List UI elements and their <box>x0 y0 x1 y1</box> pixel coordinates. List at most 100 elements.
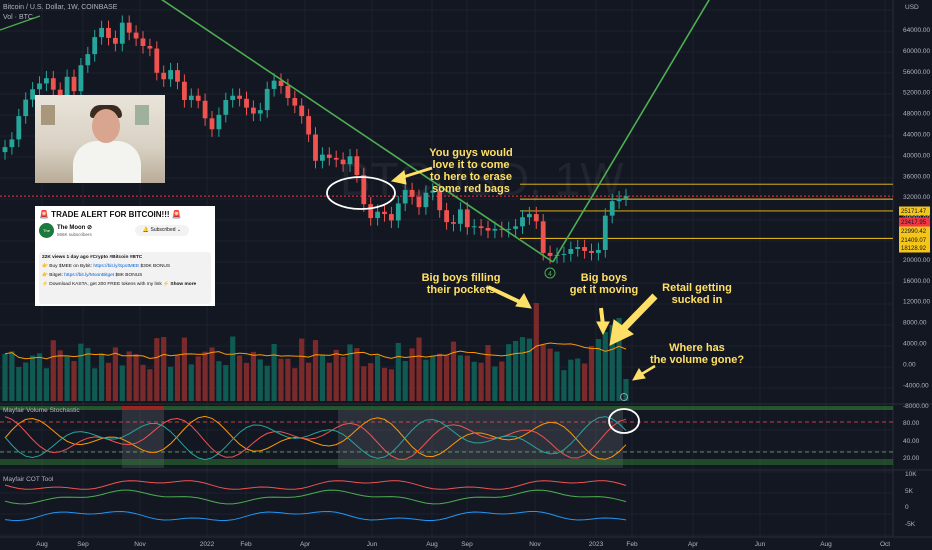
video-meta: 22K views 1 day ago #Crypto #Bitcoin #BT… <box>42 255 143 260</box>
annotation-big-boys-filling: Big boys filling their pockets <box>422 272 501 296</box>
volume-bar <box>168 366 174 401</box>
subscriber-count: 566K subscribers <box>57 232 92 237</box>
video-title[interactable]: 🚨 TRADE ALERT FOR BITCOIN!!! 🚨 <box>39 210 182 219</box>
volume-bar <box>312 340 319 401</box>
volume-bar <box>181 337 187 401</box>
volume-bar <box>202 351 208 401</box>
candle <box>326 147 332 166</box>
time-tick-label: Oct <box>880 541 890 548</box>
arrow-erase <box>390 166 433 185</box>
svg-text:Retail getting: Retail getting <box>662 282 732 294</box>
candle <box>375 204 380 226</box>
price-axis[interactable]: USD 64000.00 60000.00 56000.00 52000.00 48000… <box>620 4 931 528</box>
stochastic-line <box>4 416 627 461</box>
volume-bar <box>409 348 415 401</box>
time-tick-label: 2022 <box>200 541 215 548</box>
volume-bar <box>561 370 567 401</box>
price-label-text: 18128.92 <box>901 246 927 252</box>
stochastic-tick: 40.00 <box>903 438 920 445</box>
volume-bar <box>154 338 160 401</box>
volume-bar <box>326 362 332 401</box>
volume-bar <box>112 347 118 401</box>
volume-bar <box>2 353 8 401</box>
annotation-shapes <box>326 166 658 434</box>
volume-bar <box>223 365 229 401</box>
volume-bar <box>30 355 36 401</box>
svg-text:love it to come: love it to come <box>432 159 509 171</box>
bybit-link[interactable]: https://bit.ly/SpotMEE <box>93 264 140 269</box>
candle <box>257 102 263 122</box>
volume-bar <box>602 332 608 401</box>
arrow-big-boys-filling <box>487 285 532 309</box>
show-more-link[interactable]: Show more <box>170 282 197 287</box>
volume-bar <box>423 359 429 401</box>
volume-bar <box>278 358 284 401</box>
grid-lines <box>0 0 932 538</box>
candle <box>575 239 581 257</box>
candle <box>609 193 615 224</box>
volume-bar <box>616 318 622 401</box>
candle <box>154 41 160 81</box>
volume-bar <box>9 351 15 401</box>
candle <box>368 196 374 226</box>
candle <box>50 70 56 98</box>
volume-bar <box>264 365 270 401</box>
volume-bar <box>582 363 588 401</box>
volume-bar <box>147 369 153 401</box>
volume-bar <box>271 343 277 401</box>
downtrend-line <box>161 0 554 263</box>
candle <box>230 88 236 108</box>
time-axis[interactable]: Aug Sep Nov 2022 Feb Apr Jun Aug Sep Nov 2023 Feb Ap… <box>36 541 890 548</box>
volume-bar <box>209 347 215 401</box>
cot-line <box>4 480 627 490</box>
candle <box>506 221 512 238</box>
candle <box>16 108 22 148</box>
volume-bar <box>595 339 601 401</box>
time-tick-label: Feb <box>240 541 252 548</box>
svg-text:Big boys: Big boys <box>581 272 627 284</box>
bitget-link[interactable]: https://bit.ly/MoonBitget <box>64 273 115 278</box>
time-tick-label: 2023 <box>589 541 604 548</box>
candle <box>175 62 180 90</box>
video-description[interactable]: 22K views 1 day ago #Crypto #Bitcoin #BT… <box>39 252 211 304</box>
subscribe-button[interactable]: 🔔 Subscribed ⌄ <box>135 225 189 236</box>
time-tick-label: Jun <box>367 541 378 548</box>
volume-bar <box>464 355 470 401</box>
candle <box>264 81 270 118</box>
volume-gone-ellipse <box>608 408 640 434</box>
candle <box>389 206 394 229</box>
candle <box>596 242 601 261</box>
red-bags-ellipse <box>326 176 396 210</box>
svg-text:to here to erase: to here to erase <box>430 171 512 183</box>
volume-bar <box>195 356 201 401</box>
volume-bar <box>554 351 560 401</box>
candle <box>182 74 187 108</box>
video-thumbnail[interactable] <box>35 95 165 183</box>
time-tick-label: Aug <box>36 541 48 548</box>
price-tick-label: 64000.00 <box>903 27 930 34</box>
volume-bar <box>64 356 70 401</box>
volume-bar <box>257 359 263 401</box>
candle <box>444 202 449 230</box>
price-tick-label: 16000.00 <box>903 278 930 285</box>
volume-bar <box>437 353 443 401</box>
candle <box>333 150 339 168</box>
volume-bar <box>285 358 291 401</box>
candle <box>561 246 567 263</box>
svg-text:their pockets: their pockets <box>427 284 495 296</box>
event-marker <box>620 393 628 401</box>
candle <box>423 185 429 215</box>
volume-bar <box>575 358 581 401</box>
volume-bar <box>361 366 367 401</box>
price-tick-label: 60000.00 <box>903 48 930 55</box>
svg-text:sucked in: sucked in <box>672 294 723 306</box>
svg-text:the volume gone?: the volume gone? <box>650 354 744 366</box>
channel-name[interactable]: The Moon ⊘ <box>57 225 93 231</box>
candle <box>451 214 456 232</box>
youtube-video-card[interactable]: 🚨 TRADE ALERT FOR BITCOIN!!! 🚨 The Moon … <box>35 206 215 306</box>
cot-line <box>4 489 627 505</box>
candle <box>582 239 587 259</box>
time-tick-label: Nov <box>529 541 541 548</box>
channel-avatar[interactable]: The Moon <box>39 223 54 248</box>
